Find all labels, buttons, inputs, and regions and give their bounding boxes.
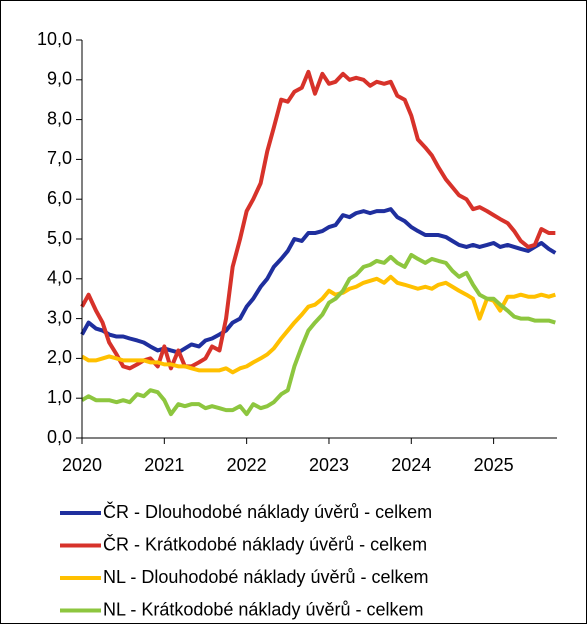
y-tick-label: 5,0 — [47, 228, 72, 248]
y-tick-label: 2,0 — [47, 347, 72, 367]
series-line — [80, 252, 556, 417]
y-tick-label: 3,0 — [47, 307, 72, 327]
x-tick-label: 2025 — [474, 455, 514, 475]
series-line — [80, 207, 557, 355]
y-tick-label: 10,0 — [37, 29, 72, 49]
legend-label: ČR - Dlouhodobé náklady úvěrů - celkem — [103, 501, 432, 522]
series-line — [80, 274, 556, 375]
x-tick-label: 2021 — [144, 455, 184, 475]
legend-label: ČR - Krátkodobé náklady úvěrů - celkem — [103, 533, 427, 554]
x-tick-label: 2020 — [62, 455, 102, 475]
y-tick-label: 4,0 — [47, 268, 72, 288]
y-tick-label: 9,0 — [47, 69, 72, 89]
series-line — [80, 69, 556, 371]
y-tick-label: 1,0 — [47, 387, 72, 407]
y-tick-label: 8,0 — [47, 108, 72, 128]
y-tick-label: 0,0 — [47, 427, 72, 447]
y-tick-label: 7,0 — [47, 148, 72, 168]
x-tick-label: 2022 — [227, 455, 267, 475]
x-tick-label: 2023 — [309, 455, 349, 475]
legend-label: NL - Krátkodobé náklady úvěrů - celkem — [103, 599, 423, 619]
y-tick-label: 6,0 — [47, 188, 72, 208]
legend-label: NL - Dlouhodobé náklady úvěrů - celkem — [103, 567, 429, 587]
x-tick-label: 2024 — [391, 455, 431, 475]
